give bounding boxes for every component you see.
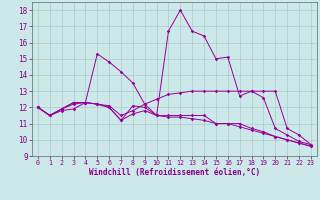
X-axis label: Windchill (Refroidissement éolien,°C): Windchill (Refroidissement éolien,°C) — [89, 168, 260, 177]
